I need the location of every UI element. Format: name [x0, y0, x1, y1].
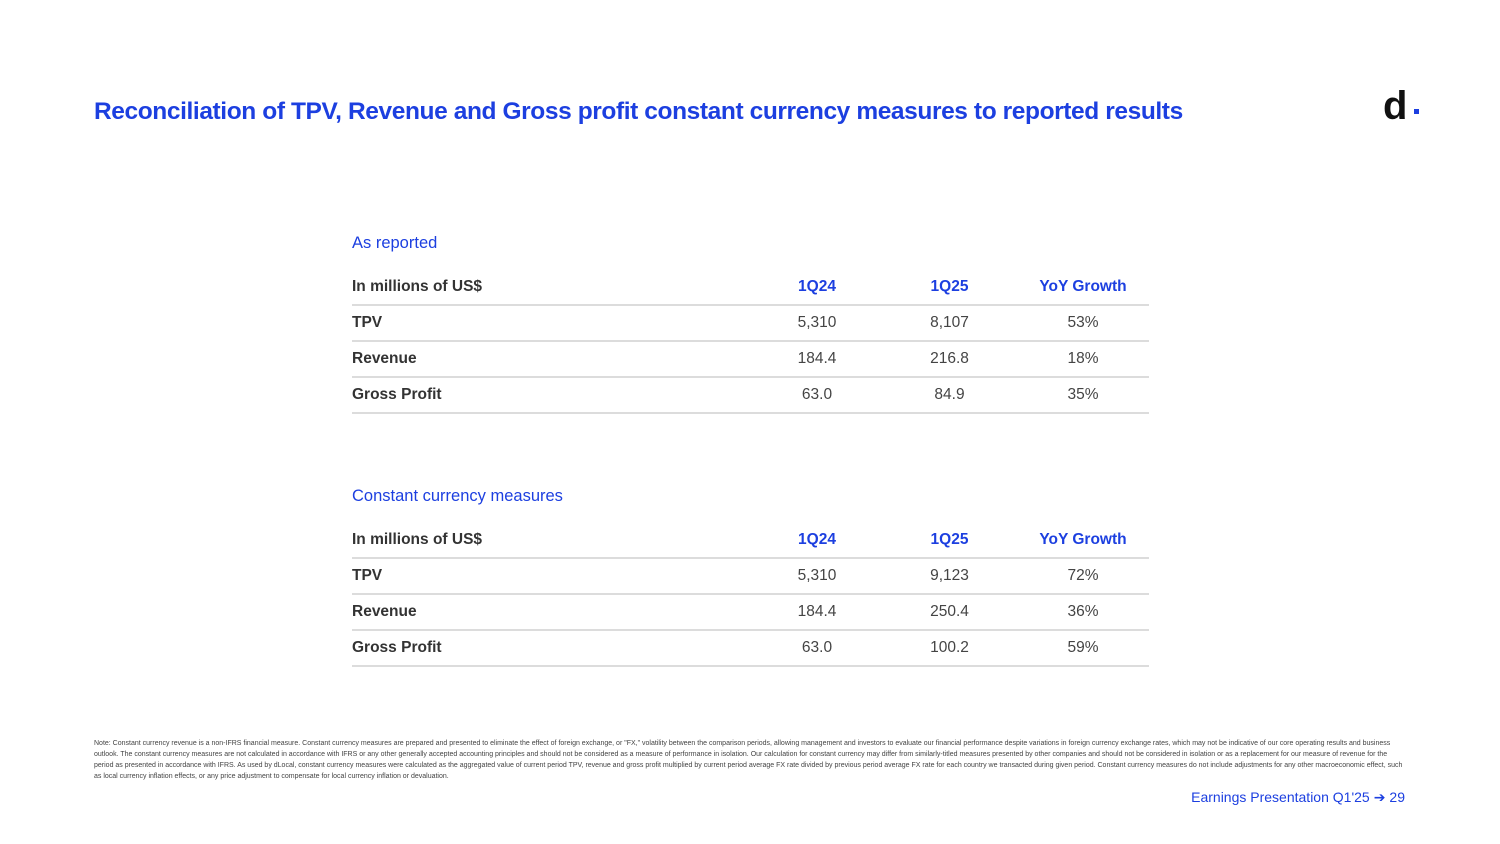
row-label: Gross Profit [352, 377, 752, 414]
table-row: TPV 5,310 9,123 72% [352, 558, 1149, 595]
table-row: Revenue 184.4 250.4 36% [352, 594, 1149, 631]
cell-yoy: 59% [1017, 630, 1149, 667]
page-footer: Earnings Presentation Q1'25 ➔ 29 [1191, 789, 1405, 806]
cell-yoy: 72% [1017, 558, 1149, 595]
table-row: TPV 5,310 8,107 53% [352, 305, 1149, 342]
cell-1q24: 184.4 [752, 594, 882, 631]
footer-label: Earnings Presentation Q1'25 [1191, 789, 1370, 805]
section-heading-as-reported: As reported [352, 234, 438, 252]
table-row: Gross Profit 63.0 100.2 59% [352, 630, 1149, 667]
row-label: TPV [352, 558, 752, 595]
row-label: Revenue [352, 341, 752, 378]
footnote: Note: Constant currency revenue is a non… [94, 740, 1403, 780]
table-header-row: In millions of US$ 1Q24 1Q25 YoY Growth [352, 523, 1149, 559]
column-header-1q25: 1Q25 [882, 523, 1017, 559]
logo-letter: d [1383, 84, 1408, 128]
cell-1q24: 63.0 [752, 377, 882, 414]
column-header-1q25: 1Q25 [882, 270, 1017, 306]
column-header-units: In millions of US$ [352, 270, 752, 306]
arrow-right-icon: ➔ [1373, 789, 1386, 805]
table-row: Revenue 184.4 216.8 18% [352, 341, 1149, 378]
cell-1q25: 100.2 [882, 630, 1017, 667]
cell-yoy: 53% [1017, 305, 1149, 342]
cell-1q24: 5,310 [752, 558, 882, 595]
table-header-row: In millions of US$ 1Q24 1Q25 YoY Growth [352, 270, 1149, 306]
cell-yoy: 36% [1017, 594, 1149, 631]
cell-1q25: 9,123 [882, 558, 1017, 595]
column-header-units: In millions of US$ [352, 523, 752, 559]
cell-1q25: 250.4 [882, 594, 1017, 631]
logo-dot [1414, 109, 1419, 114]
cell-1q24: 63.0 [752, 630, 882, 667]
table-row: Gross Profit 63.0 84.9 35% [352, 377, 1149, 414]
column-header-yoy-growth: YoY Growth [1017, 523, 1149, 559]
cell-1q25: 8,107 [882, 305, 1017, 342]
row-label: TPV [352, 305, 752, 342]
row-label: Revenue [352, 594, 752, 631]
column-header-1q24: 1Q24 [752, 270, 882, 306]
cell-yoy: 35% [1017, 377, 1149, 414]
row-label: Gross Profit [352, 630, 752, 667]
cell-1q24: 5,310 [752, 305, 882, 342]
page-number: 29 [1389, 789, 1405, 805]
page-title: Reconciliation of TPV, Revenue and Gross… [94, 98, 1183, 125]
constant-currency-table: In millions of US$ 1Q24 1Q25 YoY Growth … [352, 523, 1149, 667]
cell-yoy: 18% [1017, 341, 1149, 378]
column-header-yoy-growth: YoY Growth [1017, 270, 1149, 306]
dlocal-logo: d [1383, 84, 1423, 128]
cell-1q24: 184.4 [752, 341, 882, 378]
cell-1q25: 84.9 [882, 377, 1017, 414]
as-reported-table: In millions of US$ 1Q24 1Q25 YoY Growth … [352, 270, 1149, 414]
section-heading-constant-currency: Constant currency measures [352, 487, 563, 505]
cell-1q25: 216.8 [882, 341, 1017, 378]
column-header-1q24: 1Q24 [752, 523, 882, 559]
